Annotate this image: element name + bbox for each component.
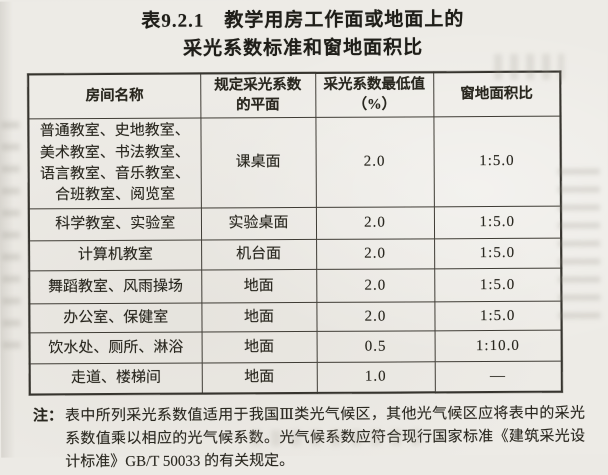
column-header-reference-plane: 规定采光系数 的平面: [200, 73, 316, 119]
column-header-window-floor-ratio: 窗地面积比: [433, 71, 561, 118]
cell-reference-plane: 地面: [201, 331, 317, 364]
cell-reference-plane: 机台面: [201, 239, 317, 271]
table-row-science-lab: 科学教室、实验室 实验桌面 2.0 1:5.0: [28, 206, 562, 242]
cell-window-floor-ratio: 1:5.0: [433, 116, 561, 208]
cell-reference-plane: 地面: [201, 362, 317, 394]
cell-room-name: 科学教室、实验室: [28, 208, 202, 242]
cell-window-floor-ratio: 1:5.0: [434, 268, 562, 303]
cell-window-floor-ratio: 1:10.0: [434, 330, 562, 363]
cell-room-name: 计算机教室: [29, 240, 202, 272]
cell-room-name: 普通教室、史地教室、 美术教室、书法教室、 语言教室、音乐教室、 合班教室、阅览…: [28, 118, 201, 210]
table-row-computer-room: 计算机教室 机台面 2.0 1:5.0: [29, 238, 562, 272]
cell-reference-plane: 实验桌面: [200, 207, 317, 241]
column-header-room-name: 房间名称: [28, 73, 201, 120]
column-header-min-daylight-factor: 采光系数最低值 （%）: [315, 72, 434, 118]
cell-room-name: 办公室、保健室: [29, 303, 202, 334]
table-row-dance-gym: 舞蹈教室、风雨操场 地面 2.0 1:5.0: [29, 268, 562, 305]
note-text: 表中所列采光系数值适用于我国Ⅲ类光气候区，其他光气候区应将表中的采光系数值乘以相…: [64, 405, 586, 471]
table-title-line1: 表9.2.1 教学用房工作面或地面上的: [141, 9, 465, 32]
cell-room-name: 舞蹈教室、风雨操场: [29, 270, 202, 305]
note-label: 注：: [32, 408, 64, 425]
cell-min-daylight-factor: 0.5: [316, 331, 435, 363]
table-row-corridor-stair: 走道、楼梯间 地面 1.0 —: [29, 361, 562, 395]
daylight-factor-table: 房间名称 规定采光系数 的平面 采光系数最低值 （%） 窗地面积比 普通教室、史…: [27, 70, 563, 396]
cell-min-daylight-factor: 2.0: [316, 239, 435, 270]
cell-reference-plane: 课桌面: [200, 117, 316, 209]
cell-min-daylight-factor: 1.0: [316, 362, 435, 393]
cell-min-daylight-factor: 2.0: [315, 117, 434, 208]
table-row-water-toilet-shower: 饮水处、厕所、淋浴 地面 0.5 1:10.0: [29, 330, 562, 365]
scan-bleedthrough-artifact: [557, 168, 601, 319]
table-row-classrooms: 普通教室、史地教室、 美术教室、书法教室、 语言教室、音乐教室、 合班教室、阅览…: [28, 116, 561, 210]
cell-min-daylight-factor: 2.0: [315, 207, 435, 240]
table-row-office-clinic: 办公室、保健室 地面 2.0 1:5.0: [29, 301, 562, 334]
table-title: 表9.2.1 教学用房工作面或地面上的 采光系数标准和窗地面积比: [0, 5, 607, 63]
cell-reference-plane: 地面: [201, 269, 317, 304]
cell-window-floor-ratio: 1:5.0: [434, 238, 562, 270]
header-row: 房间名称 规定采光系数 的平面 采光系数最低值 （%） 窗地面积比: [28, 71, 561, 120]
cell-window-floor-ratio: 1:5.0: [433, 206, 562, 240]
table-title-line2: 采光系数标准和窗地面积比: [182, 36, 424, 60]
cell-window-floor-ratio: 1:5.0: [434, 301, 562, 332]
cell-min-daylight-factor: 2.0: [316, 302, 435, 332]
cell-room-name: 饮水处、厕所、淋浴: [29, 332, 202, 365]
cell-reference-plane: 地面: [201, 302, 317, 333]
cell-min-daylight-factor: 2.0: [316, 269, 435, 303]
scan-edge-shadow: [1, 121, 21, 362]
cell-window-floor-ratio: —: [434, 361, 562, 393]
cell-room-name: 走道、楼梯间: [29, 363, 202, 395]
table-note: 注： 表中所列采光系数值适用于我国Ⅲ类光气候区，其他光气候区应将表中的采光系数值…: [33, 402, 585, 475]
